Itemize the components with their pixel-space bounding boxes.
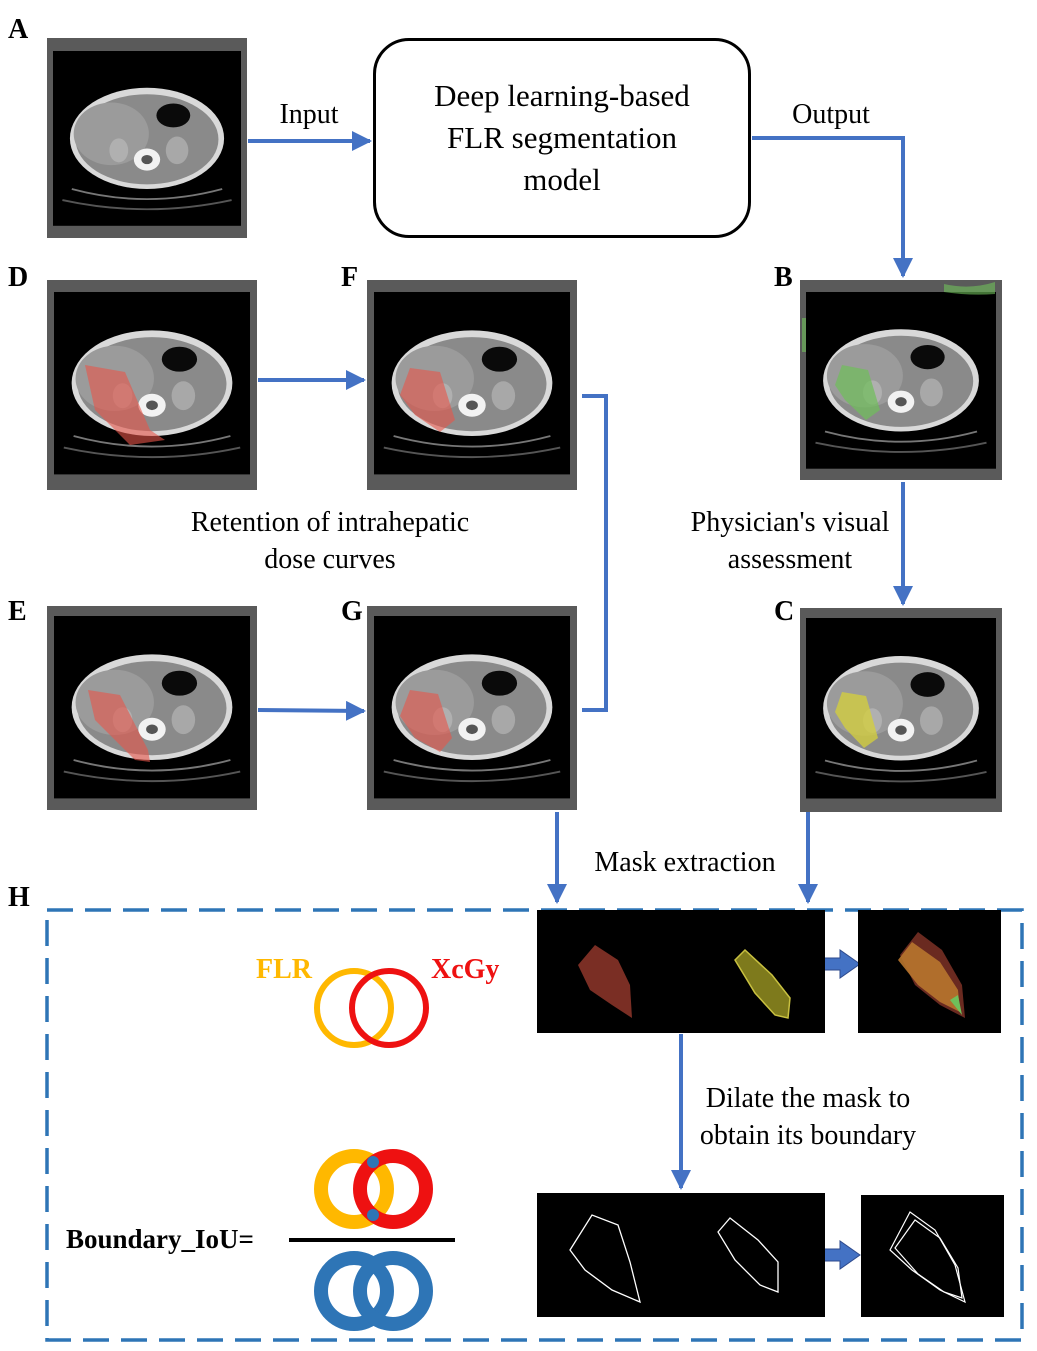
retention-line-2: dose curves [264,544,396,575]
mask-extraction-label: Mask extraction [594,847,776,878]
boundary-overlap-image [861,1195,1004,1317]
boundary-pair-image [537,1193,825,1317]
yellow-boundary [717,1217,779,1293]
panel-label-a: A [8,14,29,45]
panel-label-e: E [8,596,27,627]
panel-a-image [47,38,247,238]
legend-xcgy: XcGy [431,954,500,985]
panel-h-border [45,908,1024,1342]
input-label: Input [279,99,339,130]
red-mask [578,945,632,1018]
xcgy-circle [349,968,429,1048]
dose-overlay-red [400,690,452,752]
panel-d-image [47,280,257,490]
arrow-e-to-g [257,700,366,721]
panel-b-image [800,280,1002,480]
yellow-mask [734,948,791,1019]
physician-label: Physician's visual assessment [665,504,915,578]
panel-label-g: G [341,596,363,627]
mask-pair-image [537,910,825,1033]
dilate-line-1: Dilate the mask to [705,1083,911,1114]
panel-e-image [47,606,257,810]
dose-overlay-red [85,365,165,445]
dilate-label: Dilate the mask to obtain its boundary [678,1080,938,1154]
dose-overlay-red [88,690,150,762]
boundary-iou-label: Boundary_IoU= [66,1224,254,1254]
panel-g-image [367,606,577,810]
panel-label-d: D [8,262,29,293]
model-line-1: Deep learning-based [434,78,690,113]
segmentation-mask-yellow [835,692,878,748]
iou-denominator [314,1251,433,1331]
panel-f-image [367,280,577,490]
flow-arrows [248,131,913,1190]
physician-line-2: assessment [727,544,853,575]
retention-label: Retention of intrahepatic dose curves [160,504,500,578]
physician-line-1: Physician's visual [690,507,890,538]
segmentation-mask-green [835,365,880,420]
legend-flr: FLR [256,954,312,985]
model-line-2: FLR segmentation [447,120,677,155]
iou-numerator [314,1149,433,1229]
model-line-3: model [523,162,601,197]
dilate-line-2: obtain its boundary [699,1120,917,1151]
panel-c-image [800,608,1002,812]
panel-label-b: B [774,262,793,293]
dose-overlay-red [400,368,455,432]
panel-label-c: C [774,596,795,627]
mask-overlap-image [858,910,1001,1033]
venn-legend [314,968,429,1048]
flr-circle [314,968,394,1048]
arrow-output [752,136,913,278]
block-arrow-boundary-overlap [821,1240,861,1270]
segmentation-model-box: Deep learning-based FLR segmentation mod… [373,38,751,238]
retention-line-1: Retention of intrahepatic [190,507,470,538]
panel-label-h: H [8,882,30,913]
block-arrow-overlap [821,949,861,979]
panel-label-f: F [341,262,359,293]
red-boundary [569,1214,641,1304]
output-label: Output [792,99,870,130]
bracket-f-g [582,394,608,712]
